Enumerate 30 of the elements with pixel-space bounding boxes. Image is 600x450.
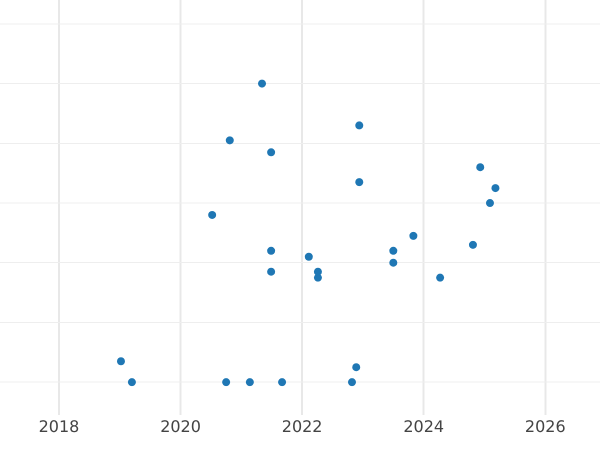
point [486, 199, 494, 208]
point [128, 378, 136, 386]
point [267, 268, 276, 276]
point [389, 246, 398, 255]
point [246, 378, 254, 386]
point [226, 136, 234, 144]
x-tick-label: 2022 [282, 417, 322, 436]
x-tick-label: 2024 [403, 417, 444, 436]
point [468, 240, 477, 249]
point [116, 357, 125, 366]
point [352, 363, 360, 372]
x-tick-label: 2018 [38, 417, 80, 436]
point [267, 246, 276, 255]
point [208, 210, 216, 219]
point [348, 378, 356, 386]
point [476, 163, 484, 172]
point [278, 378, 286, 386]
point [267, 148, 276, 156]
point [355, 178, 364, 186]
point [491, 184, 500, 192]
point [409, 232, 418, 240]
x-tick-label: 2020 [160, 417, 201, 436]
point [304, 252, 313, 261]
point [355, 121, 364, 130]
point [436, 274, 444, 282]
point [258, 80, 266, 88]
point [389, 258, 398, 267]
point [222, 378, 230, 386]
point [314, 274, 322, 282]
x-tick-label: 2026 [524, 417, 566, 436]
